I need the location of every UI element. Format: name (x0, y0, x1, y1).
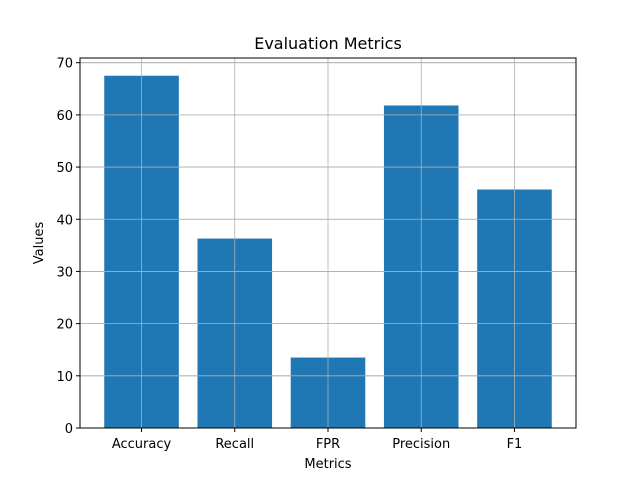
y-tick-label: 70 (56, 57, 73, 72)
x-axis-ticks: Accuracy Recall FPR Precision F1 (112, 428, 522, 452)
x-tick-label: Precision (392, 437, 450, 452)
y-tick-label: 0 (65, 422, 73, 437)
y-tick-label: 10 (56, 370, 73, 385)
y-tick-label: 20 (56, 318, 73, 333)
x-axis-label: Metrics (304, 457, 351, 472)
y-tick-label: 40 (56, 213, 73, 228)
y-tick-label: 60 (56, 109, 73, 124)
y-axis-label: Values (32, 222, 47, 265)
x-tick-label: F1 (507, 437, 523, 452)
y-axis-ticks: 0 10 20 30 40 50 60 70 (56, 57, 80, 437)
chart-title: Evaluation Metrics (254, 34, 402, 53)
y-tick-label: 30 (56, 265, 73, 280)
x-tick-label: Recall (215, 437, 254, 452)
y-tick-label: 50 (56, 161, 73, 176)
x-tick-label: Accuracy (112, 437, 172, 452)
x-tick-label: FPR (316, 437, 340, 452)
